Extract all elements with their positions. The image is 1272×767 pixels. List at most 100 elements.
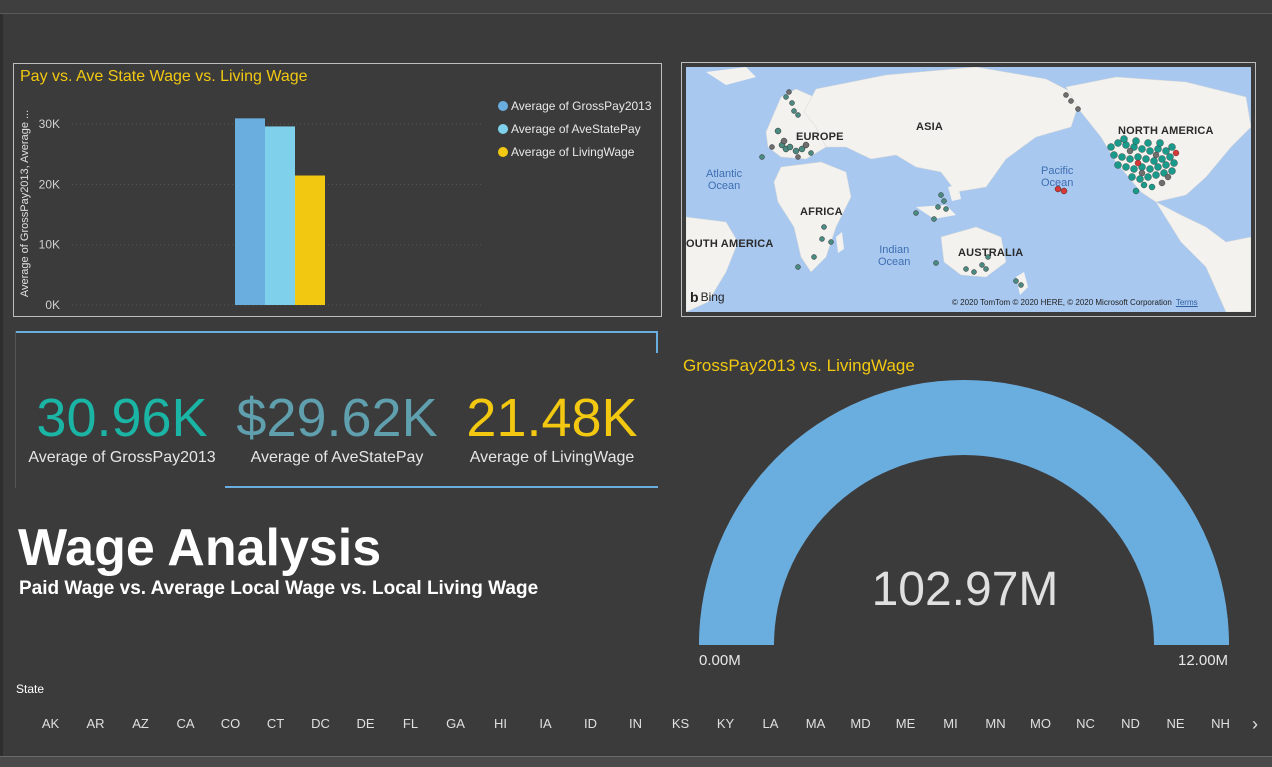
y-tick-label: 20K <box>39 177 60 191</box>
gauge-min-label: 0.00M <box>699 652 741 669</box>
slicer-item-ct[interactable]: CT <box>266 715 285 731</box>
legend-label: Average of LivingWage <box>511 144 635 159</box>
ocean-label-pacific: Pacific Ocean <box>1041 165 1073 189</box>
legend-dot-icon <box>498 146 508 157</box>
slicer-item-ar[interactable]: AR <box>86 715 105 731</box>
copyright-text: © 2020 TomTom © 2020 HERE, © 2020 Micros… <box>952 298 1172 307</box>
legend-item-livingwage[interactable]: Average of LivingWage <box>498 140 652 163</box>
y-axis-label: Average of GrossPay2013, Average ... <box>19 110 31 297</box>
gauge-chart[interactable] <box>690 370 1238 650</box>
slicer-item-ak[interactable]: AK <box>41 715 60 731</box>
kpi-value: 21.48K <box>466 388 638 448</box>
bar-average-of-livingwage[interactable] <box>295 175 325 305</box>
ocean-label-line: Atlantic <box>706 168 743 180</box>
bar-chart-title: Pay vs. Ave State Wage vs. Living Wage <box>20 68 308 85</box>
legend-dot-icon <box>498 100 508 111</box>
slicer-item-nc[interactable]: NC <box>1076 715 1095 731</box>
map-label-asia: ASIA <box>916 121 944 133</box>
slicer-item-mi[interactable]: MI <box>943 715 958 731</box>
slicer-item-la[interactable]: LA <box>762 715 779 731</box>
kpi-card-grosspay: 30.96K Average of GrossPay2013 <box>27 389 217 467</box>
slicer-item-dc[interactable]: DC <box>311 715 330 731</box>
slicer-item-ks[interactable]: KS <box>671 715 690 731</box>
slicer-item-ga[interactable]: GA <box>446 715 465 731</box>
y-tick-label: 10K <box>39 238 60 252</box>
bar-chart-legend: Average of GrossPay2013 Average of AveSt… <box>498 94 652 163</box>
map-visual[interactable]: EUROPE ASIA NORTH AMERICA AFRICA OUTH AM… <box>681 62 1256 317</box>
slicer-item-az[interactable]: AZ <box>132 715 149 731</box>
kpi-value: 30.96K <box>36 388 208 448</box>
kpi-card-avestatepay: $29.62K Average of AveStatePay <box>227 389 447 467</box>
ocean-label-line: Indian <box>879 244 910 256</box>
map-label-north-america: NORTH AMERICA <box>1118 125 1214 137</box>
bar-chart-visual[interactable]: Pay vs. Ave State Wage vs. Living Wage 0… <box>13 63 662 317</box>
map-copyright: © 2020 TomTom © 2020 HERE, © 2020 Micros… <box>952 298 1198 307</box>
slicer-item-nh[interactable]: NH <box>1211 715 1230 731</box>
legend-item-grosspay[interactable]: Average of GrossPay2013 <box>498 94 652 117</box>
slicer-item-md[interactable]: MD <box>850 715 871 731</box>
kpi-label: Average of LivingWage <box>469 449 635 466</box>
legend-label: Average of GrossPay2013 <box>511 98 652 113</box>
bing-icon: b <box>690 289 699 305</box>
bar-average-of-grosspay2013[interactable] <box>235 118 265 305</box>
bar-chart-plot: 0K 10K 20K 30K Average of GrossPay2013, Aver… <box>19 110 484 312</box>
ocean-label-line: Pacific <box>1041 165 1074 177</box>
y-tick-label: 30K <box>39 117 60 131</box>
ocean-label-atlantic: Atlantic Ocean <box>706 168 742 192</box>
slicer-title: State <box>16 682 45 696</box>
visual-border-left <box>15 331 16 488</box>
state-slicer[interactable]: AK AR AZ CA CO CT DC DE FL GA HI IA ID IN KS KY LA MA MD ME… <box>28 710 1248 736</box>
map-label-europe: EUROPE <box>796 131 844 143</box>
map-label-south-america: OUTH AMERICA <box>686 238 774 250</box>
legend-label: Average of AveStatePay <box>511 121 641 136</box>
slicer-item-hi[interactable]: HI <box>494 715 507 731</box>
slicer-item-ia[interactable]: IA <box>539 715 552 731</box>
kpi-value: $29.62K <box>236 388 438 448</box>
map-label-africa: AFRICA <box>800 206 843 218</box>
window-top-bar <box>0 0 1272 14</box>
kpi-cards-visual[interactable]: 30.96K Average of GrossPay2013 $29.62K A… <box>15 331 660 488</box>
slicer-item-fl[interactable]: FL <box>402 715 419 731</box>
bing-logo: b Bing <box>690 289 725 305</box>
visual-border-top <box>15 331 658 333</box>
slicer-item-ca[interactable]: CA <box>176 715 195 731</box>
gauge-value: 102.97M <box>871 563 1059 616</box>
ocean-label-line: Ocean <box>707 180 741 192</box>
visual-border-bottom <box>225 486 658 488</box>
slicer-item-mo[interactable]: MO <box>1030 715 1051 731</box>
visual-border-right <box>656 331 658 353</box>
window-bottom-bar <box>0 756 1272 767</box>
slicer-item-co[interactable]: CO <box>220 715 241 731</box>
map-canvas[interactable]: EUROPE ASIA NORTH AMERICA AFRICA OUTH AM… <box>686 67 1251 312</box>
slicer-item-ky[interactable]: KY <box>716 715 735 731</box>
ocean-label-line: Ocean <box>878 256 911 268</box>
slicer-item-id[interactable]: ID <box>584 715 597 731</box>
page-title: Wage Analysis <box>18 519 382 577</box>
gauge-title: GrossPay2013 vs. LivingWage <box>683 356 915 375</box>
bar-average-of-avestatepay[interactable] <box>265 126 295 305</box>
gauge-max-label: 12.00M <box>1178 652 1229 669</box>
chevron-right-icon[interactable]: › <box>1252 714 1258 734</box>
ocean-label-line: Ocean <box>1041 177 1074 189</box>
slicer-item-mn[interactable]: MN <box>985 715 1006 731</box>
legend-dot-icon <box>498 123 508 134</box>
kpi-card-livingwage: 21.48K Average of LivingWage <box>457 389 647 467</box>
kpi-label: Average of GrossPay2013 <box>28 449 216 466</box>
page-subtitle: Paid Wage vs. Average Local Wage vs. Loc… <box>19 578 539 599</box>
y-tick-label: 0K <box>45 298 60 312</box>
gauge-fill <box>699 379 1229 645</box>
slicer-item-nd[interactable]: ND <box>1121 715 1140 731</box>
slicer-item-ne[interactable]: NE <box>1166 715 1185 731</box>
page-left-edge <box>0 14 3 756</box>
slicer-item-me[interactable]: ME <box>895 715 916 731</box>
bing-label: Bing <box>700 290 725 304</box>
kpi-label: Average of AveStatePay <box>250 449 424 466</box>
map-label-australia: AUSTRALIA <box>958 247 1024 259</box>
legend-item-avestatepay[interactable]: Average of AveStatePay <box>498 117 652 140</box>
slicer-item-de[interactable]: DE <box>356 715 375 731</box>
slicer-item-ma[interactable]: MA <box>805 715 826 731</box>
slicer-item-in[interactable]: IN <box>629 715 642 731</box>
ocean-label-indian: Indian Ocean <box>878 244 910 268</box>
world-map-land <box>686 67 1251 312</box>
terms-link[interactable]: Terms <box>1175 298 1198 307</box>
